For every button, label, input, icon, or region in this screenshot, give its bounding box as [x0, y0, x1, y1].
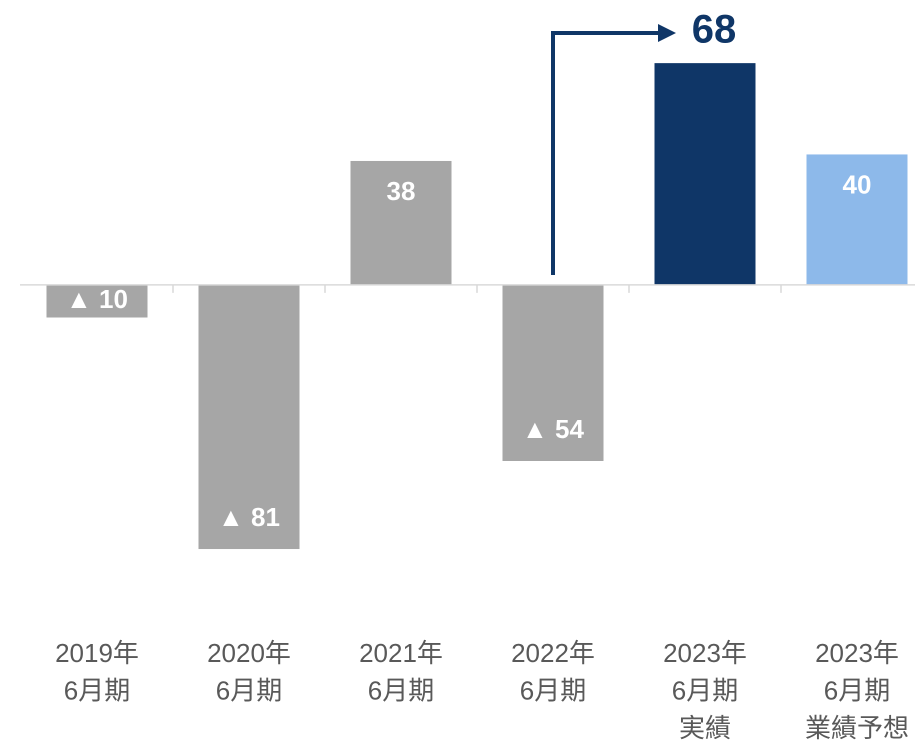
bar [350, 160, 452, 285]
bar [46, 284, 148, 318]
bar [502, 284, 604, 461]
bar [806, 154, 908, 285]
x-tick-label: 実績 [679, 713, 731, 743]
value-label: 38 [387, 176, 416, 206]
x-tick-label: 6月期 [672, 675, 738, 705]
x-tick-label: 2019年 [55, 638, 139, 668]
bar [198, 284, 300, 550]
value-label: ▲ 10 [66, 284, 128, 314]
x-tick-label: 6月期 [368, 675, 434, 705]
arrow-line [551, 31, 662, 275]
x-tick-label: 6月期 [824, 675, 890, 705]
x-tick-label: 6月期 [64, 675, 130, 705]
growth-arrow [551, 31, 662, 275]
x-tick-label: 2021年 [359, 638, 443, 668]
x-tick-label: 2022年 [511, 638, 595, 668]
bar [654, 63, 756, 285]
x-tick-label: 業績予想 [805, 713, 909, 743]
x-tick-label: 6月期 [520, 675, 586, 705]
x-tick-label: 2023年 [663, 638, 747, 668]
x-tick-label: 2023年 [815, 638, 899, 668]
value-label: 68 [692, 8, 737, 52]
value-label: ▲ 81 [218, 502, 280, 532]
value-label: ▲ 54 [522, 414, 584, 444]
x-tick-label: 6月期 [216, 675, 282, 705]
value-label: 40 [843, 169, 872, 199]
arrow-head [658, 24, 676, 42]
x-tick-label: 2020年 [207, 638, 291, 668]
